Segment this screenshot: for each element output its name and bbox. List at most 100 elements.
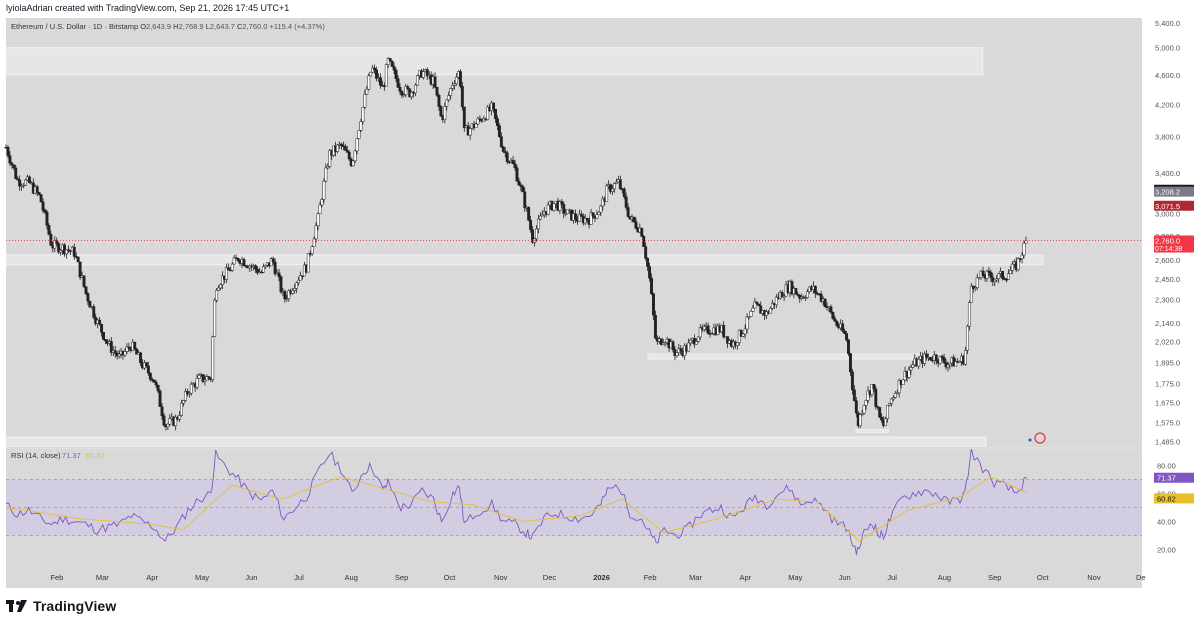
candle-body xyxy=(460,86,464,108)
price-label-countdown: 07:14:38 xyxy=(1155,246,1182,253)
time-axis-tick-label: Oct xyxy=(444,573,457,582)
candle-body xyxy=(215,290,219,301)
candle-body xyxy=(197,375,201,379)
candle-body xyxy=(439,106,443,117)
candle-body xyxy=(59,250,63,253)
candle-body xyxy=(884,418,887,426)
candle-body xyxy=(503,151,507,153)
price-axis-tick-label: 3,400.0 xyxy=(1155,169,1180,178)
time-axis-tick-label: 2026 xyxy=(593,573,610,582)
candle-body xyxy=(646,257,650,267)
candle-body xyxy=(940,355,944,358)
price-axis-tick-label: 1,775.0 xyxy=(1155,380,1180,389)
candle-body xyxy=(891,397,895,400)
candle-body xyxy=(513,163,517,168)
candle-body xyxy=(989,272,993,278)
candle-body xyxy=(880,417,884,421)
candle-body xyxy=(706,325,710,334)
candle-body xyxy=(27,176,31,184)
candle-body xyxy=(515,167,519,182)
price-axis-tick-label: 1,485.0 xyxy=(1155,437,1180,446)
candle-body xyxy=(618,179,622,190)
candle-body xyxy=(923,353,927,364)
main-pane-background xyxy=(6,18,1142,447)
price-axis-tick-label: 1,575.0 xyxy=(1155,418,1180,427)
candle-body xyxy=(22,184,26,187)
zone-rect-4[interactable] xyxy=(5,436,987,448)
candle-body xyxy=(404,86,408,95)
candle-body xyxy=(361,107,365,122)
candle-body xyxy=(622,188,626,197)
candle-body xyxy=(455,76,458,85)
candle-body xyxy=(451,85,455,89)
candle-body xyxy=(92,306,96,318)
candle-body xyxy=(848,353,852,373)
candle-body xyxy=(133,341,137,350)
zone-rect-2[interactable] xyxy=(647,353,945,360)
candle-body xyxy=(353,150,357,162)
zone-rect-3[interactable] xyxy=(855,429,889,433)
candle-body xyxy=(1005,278,1008,281)
candle-body xyxy=(390,60,394,67)
candle-body xyxy=(650,277,653,295)
candle-body xyxy=(954,361,958,367)
candle-body xyxy=(388,58,392,62)
candle-body xyxy=(76,256,80,263)
tradingview-logo-icon xyxy=(6,599,27,612)
candle-body xyxy=(355,138,359,152)
legend-part: 2,643.7 xyxy=(210,22,235,31)
candle-body xyxy=(624,196,628,208)
candle-body xyxy=(562,203,566,214)
candle-body xyxy=(10,162,14,166)
rsi-line xyxy=(5,448,1027,555)
time-axis-tick-label: Dec xyxy=(543,573,557,582)
candle-body xyxy=(1010,263,1014,271)
rsi-band xyxy=(6,479,1142,536)
candles xyxy=(4,57,1028,431)
candle-body xyxy=(614,181,618,184)
candle-body xyxy=(866,390,870,401)
candle-body xyxy=(813,285,817,294)
candle-body xyxy=(864,400,868,406)
candle-body xyxy=(611,188,614,192)
candle-body xyxy=(433,76,437,88)
candle-body xyxy=(468,128,472,136)
candle-body xyxy=(967,302,971,327)
candle-body xyxy=(689,339,692,344)
rsi-ma-line xyxy=(5,476,1027,542)
price-axis-tick-label: 5,000.0 xyxy=(1155,44,1180,53)
zone-rect-1[interactable] xyxy=(5,254,1044,266)
candle-body xyxy=(1006,273,1010,280)
candle-body xyxy=(782,295,786,298)
price-axis-tick-label: 2,600.0 xyxy=(1155,256,1180,265)
candle-body xyxy=(632,216,636,222)
candle-body xyxy=(642,236,646,247)
candle-body xyxy=(1008,270,1012,275)
legend-part: 2,768.9 xyxy=(179,22,204,31)
price-label-value: 3,071.5 xyxy=(1155,202,1180,211)
zone-rect-0[interactable] xyxy=(5,47,984,76)
candle-body xyxy=(494,108,497,119)
candle-body xyxy=(1020,254,1024,259)
candle-body xyxy=(634,221,638,229)
candle-body xyxy=(527,207,531,221)
candle-body xyxy=(679,348,683,352)
candle-body xyxy=(254,265,258,270)
candle-body xyxy=(585,218,589,221)
candle-body xyxy=(601,198,605,207)
event-flag-icon[interactable] xyxy=(1034,432,1046,444)
candle-body xyxy=(887,403,891,406)
candle-body xyxy=(981,270,985,277)
candle-body xyxy=(295,282,299,289)
candle-body xyxy=(538,215,542,220)
candle-body xyxy=(299,275,302,281)
candle-body xyxy=(205,376,209,381)
candle-body xyxy=(794,288,798,295)
candle-body xyxy=(850,371,854,391)
candle-body xyxy=(595,214,599,219)
candle-body xyxy=(314,225,318,240)
candle-body xyxy=(860,412,864,415)
candle-body xyxy=(375,69,378,79)
candle-body xyxy=(552,203,556,211)
